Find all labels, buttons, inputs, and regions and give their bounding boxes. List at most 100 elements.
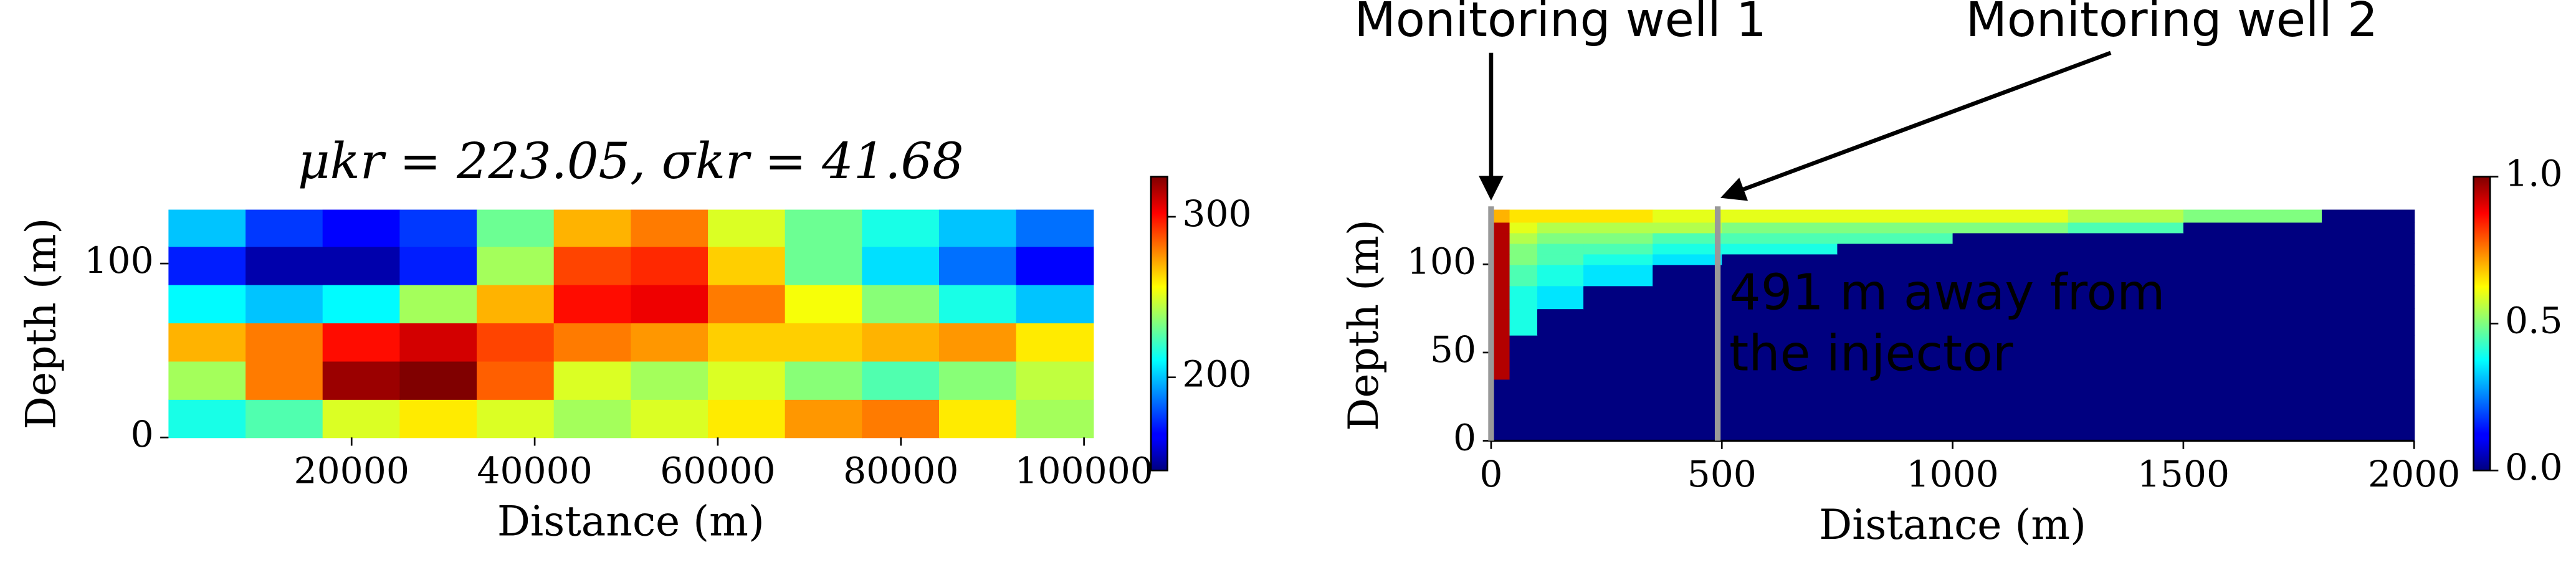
heatmap-cell <box>399 361 478 400</box>
heatmap-cell <box>553 284 632 324</box>
heatmap-cell <box>1537 209 1585 223</box>
heatmap-cell <box>2322 222 2415 234</box>
heatmap-cell <box>1952 243 2069 255</box>
heatmap-cell <box>1653 264 1723 287</box>
heatmap-cell <box>631 246 709 285</box>
heatmap-cell <box>1837 254 1953 265</box>
heatmap-cell <box>2183 264 2323 287</box>
heatmap-cell <box>2068 222 2184 234</box>
heatmap-cell <box>2183 209 2323 223</box>
heatmap-cell <box>2068 243 2184 255</box>
heatmap-cell <box>1509 264 1538 287</box>
heatmap-cell <box>1653 335 1723 380</box>
colorbar-tick-label: 300 <box>1182 192 1251 235</box>
heatmap-cell <box>862 246 940 285</box>
heatmap-cell <box>1583 308 1654 336</box>
heatmap-cell <box>1016 209 1094 247</box>
y-tick-label: 0 <box>130 413 153 455</box>
heatmap-cell <box>553 322 632 362</box>
heatmap-cell <box>708 284 786 324</box>
heatmap-cell <box>1583 243 1654 255</box>
heatmap-cell <box>1537 222 1585 234</box>
heatmap-cell <box>1583 379 1654 442</box>
heatmap-cell <box>1491 209 1510 223</box>
heatmap-cell <box>862 284 940 324</box>
annotation: the injector <box>1729 324 2013 382</box>
heatmap-cell <box>2322 232 2415 244</box>
heatmap-cell <box>2068 285 2184 310</box>
heatmap-cell <box>938 209 1017 247</box>
heatmap-cell <box>1952 232 2069 244</box>
heatmap-cell <box>1583 335 1654 380</box>
heatmap-cell <box>1509 254 1538 265</box>
heatmap-cell <box>1491 243 1510 255</box>
heatmap-cell <box>1722 379 1838 442</box>
heatmap-cell <box>2068 379 2184 442</box>
heatmap-cell <box>477 322 555 362</box>
heatmap-cell <box>399 322 478 362</box>
heatmap-cell <box>246 322 323 362</box>
heatmap-cell <box>1952 285 2069 310</box>
heatmap-cell <box>1722 209 1838 223</box>
heatmap-cell <box>862 399 940 439</box>
heatmap-cell <box>553 209 632 247</box>
x-tick-label: 80000 <box>843 450 958 492</box>
heatmap-cell <box>1016 322 1094 362</box>
heatmap-cell <box>1837 264 1953 287</box>
heatmap-cell <box>2183 232 2323 244</box>
heatmap-cell <box>477 361 555 400</box>
annotation: 491 m away from <box>1729 263 2165 321</box>
heatmap-cell <box>708 246 786 285</box>
heatmap-cell <box>785 284 863 324</box>
heatmap-cell <box>2322 243 2415 255</box>
heatmap-cell <box>938 361 1017 400</box>
heatmap-cell <box>1509 379 1538 442</box>
heatmap-cell <box>2068 209 2184 223</box>
chart-title: μkr = 223.05, σkr = 41.68 <box>298 132 964 190</box>
colorbar-tick-label: 1.0 <box>2505 153 2563 195</box>
heatmap-cell <box>477 399 555 439</box>
heatmap-cell <box>553 399 632 439</box>
colorbar-tick-label: 0.5 <box>2505 299 2563 341</box>
heatmap-cell <box>938 284 1017 324</box>
heatmap-cell <box>785 209 863 247</box>
heatmap-cell <box>1952 264 2069 287</box>
colorbar-tick-label: 0.0 <box>2505 446 2563 488</box>
y-axis-label: Depth (m) <box>17 218 65 430</box>
heatmap-cell <box>1583 285 1654 310</box>
heatmap-cell <box>1016 399 1094 439</box>
heatmap-cell <box>1509 243 1538 255</box>
heatmap-cell <box>1837 379 1953 442</box>
heatmap-cell <box>1722 264 1838 287</box>
heatmap-cell <box>862 361 940 400</box>
heatmap-cell <box>708 361 786 400</box>
heatmap-cell <box>2068 232 2184 244</box>
heatmap-cell <box>1653 232 1723 244</box>
heatmap-cell <box>862 322 940 362</box>
heatmap-cell <box>862 209 940 247</box>
heatmap-cell <box>1653 222 1723 234</box>
heatmap-cell <box>168 361 247 400</box>
heatmap-cell <box>2068 264 2184 287</box>
heatmap-cell <box>246 246 323 285</box>
heatmap-cell <box>708 322 786 362</box>
heatmap-cell <box>2183 285 2323 310</box>
heatmap-cell <box>1653 254 1723 265</box>
heatmap-cell <box>246 361 323 400</box>
heatmap-cell <box>1653 285 1723 310</box>
heatmap-cell <box>1952 209 2069 223</box>
heatmap-cell <box>1509 209 1538 223</box>
x-tick-label: 60000 <box>660 450 775 492</box>
heatmap-cell <box>168 322 247 362</box>
heatmap-cell <box>477 284 555 324</box>
heatmap-cell <box>1722 254 1838 265</box>
heatmap-cell <box>1537 254 1585 265</box>
heatmap-cell <box>1509 222 1538 234</box>
colorbar-tick-label: 200 <box>1182 353 1251 396</box>
heatmap-cell <box>1952 308 2069 336</box>
heatmap-cell <box>1491 308 1510 336</box>
heatmap-cell <box>2322 254 2415 265</box>
y-tick-label: 50 <box>1430 328 1476 371</box>
heatmap-cell <box>1491 254 1510 265</box>
heatmap-cell <box>1722 308 1838 336</box>
